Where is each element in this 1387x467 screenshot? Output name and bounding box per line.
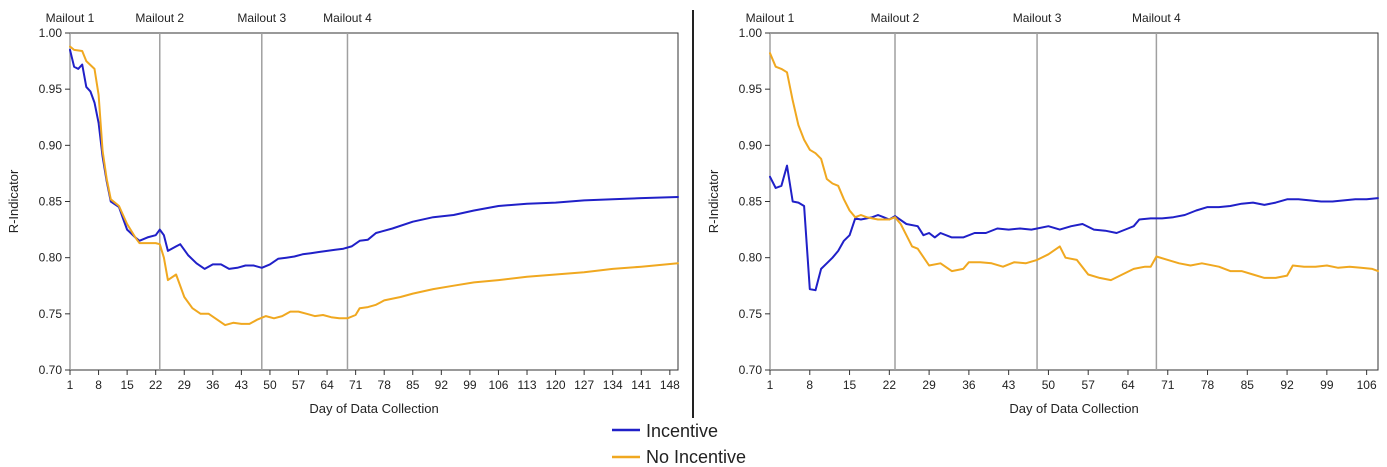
right-series-line-incentive xyxy=(769,164,1379,292)
legend: Incentive No Incentive xyxy=(612,421,746,467)
left-y-tick-label: 0.95 xyxy=(39,82,63,96)
right-x-tick-label: 43 xyxy=(1002,378,1016,392)
right-mailout-label-3: Mailout 3 xyxy=(1013,11,1062,25)
right-x-tick-label: 29 xyxy=(922,378,936,392)
right-x-tick-label: 50 xyxy=(1042,378,1056,392)
right-x-tick-label: 99 xyxy=(1320,378,1334,392)
left-x-tick-label: 78 xyxy=(378,378,392,392)
right-x-tick-label: 8 xyxy=(806,378,813,392)
right-chart: Mailout 1 Mailout 2 Mailout 3 Mailout 4 1 8 15… xyxy=(706,11,1379,416)
left-x-tick-label: 120 xyxy=(546,378,566,392)
left-y-tick-label: 1.00 xyxy=(39,26,63,40)
left-y-tick-label: 0.85 xyxy=(39,195,63,209)
right-x-axis-title: Day of Data Collection xyxy=(1009,401,1138,416)
right-mailout-label-4: Mailout 4 xyxy=(1132,11,1181,25)
left-x-tick-label: 141 xyxy=(631,378,651,392)
legend-label-no-incentive: No Incentive xyxy=(646,447,746,467)
right-mailout-label-2: Mailout 2 xyxy=(871,11,920,25)
left-y-tick-label: 0.90 xyxy=(39,138,63,152)
right-y-tick-label: 0.75 xyxy=(739,307,763,321)
right-plot-frame xyxy=(769,32,1379,371)
right-y-tick-label: 0.70 xyxy=(739,363,763,377)
left-x-tick-label: 71 xyxy=(349,378,363,392)
left-mailout-label-3: Mailout 3 xyxy=(237,11,286,25)
left-x-tick-label: 1 xyxy=(67,378,74,392)
right-x-tick-label: 106 xyxy=(1357,378,1377,392)
left-x-tick-label: 127 xyxy=(574,378,594,392)
left-chart: Mailout 1 Mailout 2 Mailout 3 Mailout 4 1 8 15… xyxy=(6,11,680,416)
right-x-tick-label: 78 xyxy=(1201,378,1215,392)
left-x-tick-label: 85 xyxy=(406,378,420,392)
left-y-tick-label: 0.80 xyxy=(39,251,63,265)
left-x-tick-label: 29 xyxy=(178,378,192,392)
left-x-tick-label: 106 xyxy=(488,378,508,392)
right-y-tick-label: 0.80 xyxy=(739,251,763,265)
left-x-tick-label: 64 xyxy=(320,378,334,392)
left-x-tick-label: 113 xyxy=(517,378,536,392)
right-x-tick-label: 22 xyxy=(883,378,897,392)
right-x-tick-label: 71 xyxy=(1161,378,1175,392)
right-series-line-no-incentive xyxy=(769,52,1379,282)
left-x-tick-label: 57 xyxy=(292,378,306,392)
right-y-axis-title: R-Indicator xyxy=(706,169,721,233)
right-x-tick-label: 57 xyxy=(1082,378,1096,392)
left-y-tick-label: 0.70 xyxy=(39,363,63,377)
left-y-tick-label: 0.75 xyxy=(39,307,63,321)
left-x-tick-label: 8 xyxy=(95,378,102,392)
left-y-axis-title: R-Indicator xyxy=(6,169,21,233)
right-x-tick-label: 15 xyxy=(843,378,857,392)
right-x-tick-label: 64 xyxy=(1121,378,1135,392)
left-plot-frame xyxy=(69,32,679,371)
left-x-tick-label: 50 xyxy=(263,378,277,392)
legend-item-no-incentive: No Incentive xyxy=(612,447,746,467)
left-x-tick-label: 134 xyxy=(603,378,623,392)
left-mailout-label-4: Mailout 4 xyxy=(323,11,372,25)
left-x-tick-label: 99 xyxy=(463,378,477,392)
right-y-tick-label: 1.00 xyxy=(739,26,763,40)
left-x-axis-title: Day of Data Collection xyxy=(309,401,438,416)
left-series-line-incentive xyxy=(69,48,679,270)
left-mailout-label-1: Mailout 1 xyxy=(46,11,95,25)
left-x-tick-label: 148 xyxy=(660,378,680,392)
legend-label-incentive: Incentive xyxy=(646,421,718,441)
right-y-tick-label: 0.95 xyxy=(739,82,763,96)
right-x-tick-label: 1 xyxy=(767,378,774,392)
right-x-tick-label: 85 xyxy=(1241,378,1255,392)
left-x-tick-label: 36 xyxy=(206,378,220,392)
left-x-tick-label: 22 xyxy=(149,378,163,392)
right-x-tick-label: 36 xyxy=(962,378,976,392)
left-mailout-label-2: Mailout 2 xyxy=(135,11,184,25)
legend-item-incentive: Incentive xyxy=(612,421,718,441)
right-y-tick-label: 0.85 xyxy=(739,195,763,209)
left-x-tick-label: 15 xyxy=(120,378,134,392)
right-x-tick-label: 92 xyxy=(1280,378,1294,392)
right-y-tick-label: 0.90 xyxy=(739,138,763,152)
left-x-tick-label: 92 xyxy=(435,378,449,392)
left-x-tick-label: 43 xyxy=(235,378,249,392)
left-series-line-no-incentive xyxy=(69,45,679,327)
right-mailout-label-1: Mailout 1 xyxy=(746,11,795,25)
